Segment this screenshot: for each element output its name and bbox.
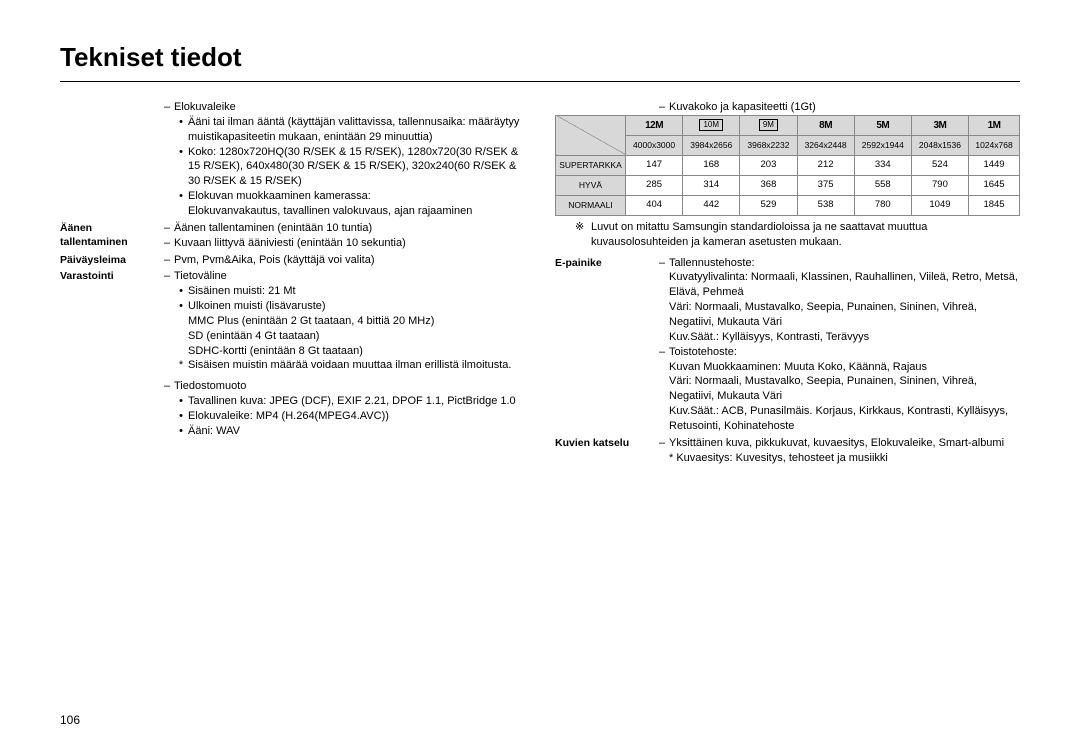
movie-edit-head: Elokuvan muokkaaminen kamerassa: <box>188 190 371 202</box>
table-note: ※ Luvut on mitattu Samsungin standardiol… <box>575 220 1020 250</box>
storage-file-0: Tavallinen kuva: JPEG (DCF), EXIF 2.21, … <box>188 394 525 409</box>
date-value: Pvm, Pvm&Aika, Pois (käyttäjä voi valita… <box>174 253 525 268</box>
storage-note: Sisäisen muistin määrää voidaan muuttaa … <box>188 358 525 373</box>
res-2: 3968x2232 <box>740 135 797 155</box>
res-5: 2048x1536 <box>911 135 968 155</box>
icon-12m: 12M <box>645 120 663 131</box>
res-3: 3264x2448 <box>797 135 854 155</box>
ebutton-label: E-painike <box>555 256 655 434</box>
storage-sub-0: MMC Plus (enintään 2 Gt taataan, 4 bitti… <box>160 314 525 329</box>
voice-item-1: Kuvaan liittyvä ääniviesti (enintään 10 … <box>174 236 525 251</box>
icon-8m: 8M <box>819 120 832 131</box>
view-note: Kuvaesitys: Kuvesitys, tehosteet ja musi… <box>676 452 888 464</box>
content-columns: –Elokuvaleike •Ääni tai ilman ääntä (käy… <box>60 100 1020 467</box>
storage-file-head: Tiedostomuoto <box>174 379 525 394</box>
view-label: Kuvien katselu <box>555 436 655 466</box>
view-item: Yksittäinen kuva, pikkukuvat, kuvaesitys… <box>669 436 1020 451</box>
icon-3m: 3M <box>933 120 946 131</box>
table-row: NORMAALI 40444252953878010491845 <box>556 195 1020 215</box>
table-row: SUPERTARKKA 1471682032123345241449 <box>556 155 1020 175</box>
icon-10m: 10M <box>699 119 723 131</box>
storage-label: Varastointi <box>60 269 160 438</box>
movie-audio: Ääni tai ilman ääntä (käyttäjän valittav… <box>188 115 525 145</box>
storage-media-head: Tietoväline <box>174 269 525 284</box>
storage-sub-2: SDHC-kortti (enintään 8 Gt taataan) <box>160 344 525 359</box>
movie-edit-body: Elokuvanvakautus, tavallinen valokuvaus,… <box>188 205 472 217</box>
res-1: 3984x2656 <box>683 135 740 155</box>
res-4: 2592x1944 <box>854 135 911 155</box>
play-head: Toistotehoste: <box>669 345 1020 360</box>
rec-item-1: Väri: Normaali, Mustavalko, Seepia, Puna… <box>655 300 1020 330</box>
table-row: HYVÄ 2853143683755587901645 <box>556 175 1020 195</box>
storage-file-1: Elokuvaleike: MP4 (H.264(MPEG4.AVC)) <box>188 409 525 424</box>
res-0: 4000x3000 <box>626 135 683 155</box>
page-title: Tekniset tiedot <box>60 40 1020 82</box>
play-item-1: Väri: Normaali, Mustavalko, Seepia, Puna… <box>655 374 1020 404</box>
play-item-2: Kuv.Säät.: ACB, Punasilmäis. Korjaus, Ki… <box>655 404 1020 434</box>
capacity-heading: Kuvakoko ja kapasiteetti (1Gt) <box>669 100 1020 115</box>
rec-item-2: Kuv.Säät.: Kylläisyys, Kontrasti, Terävy… <box>655 330 1020 345</box>
page-number: 106 <box>60 712 80 728</box>
play-item-0: Kuvan Muokkaaminen: Muuta Koko, Käännä, … <box>655 360 1020 375</box>
movie-heading: Elokuvaleike <box>174 100 525 115</box>
icon-5m: 5M <box>876 120 889 131</box>
storage-media-0: Sisäinen muisti: 21 Mt <box>188 284 525 299</box>
voice-label: Äänen tallentaminen <box>60 221 160 251</box>
icon-1m: 1M <box>988 120 1001 131</box>
icon-9m: 9M <box>759 119 778 131</box>
storage-media-1: Ulkoinen muisti (lisävaruste) <box>188 299 525 314</box>
voice-item-0: Äänen tallentaminen (enintään 10 tuntia) <box>174 221 525 236</box>
storage-file-2: Ääni: WAV <box>188 424 525 439</box>
rec-head: Tallennustehoste: <box>669 256 1020 271</box>
movie-size: Koko: 1280x720HQ(30 R/SEK & 15 R/SEK), 1… <box>188 145 525 190</box>
left-column: –Elokuvaleike •Ääni tai ilman ääntä (käy… <box>60 100 525 467</box>
date-label: Päiväysleima <box>60 253 160 268</box>
rec-item-0: Kuvatyylivalinta: Normaali, Klassinen, R… <box>655 270 1020 300</box>
capacity-table: 12M 10M 9M 8M 5M 3M 1M 4000x3000 3984x26… <box>555 115 1020 216</box>
right-column: –Kuvakoko ja kapasiteetti (1Gt) 12M 10M … <box>555 100 1020 467</box>
storage-sub-1: SD (enintään 4 Gt taataan) <box>160 329 525 344</box>
res-6: 1024x768 <box>969 135 1020 155</box>
